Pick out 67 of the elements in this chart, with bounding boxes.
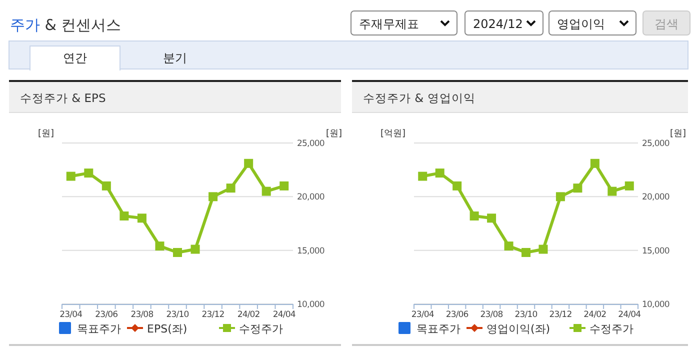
y2-tick-label: 15,000 [642, 246, 670, 256]
y2-tick-label: 20,000 [297, 192, 324, 203]
x-tick-label: 23/10 [166, 310, 189, 320]
point [556, 192, 565, 202]
legend-label: EPS(좌) [147, 322, 188, 336]
x-tick-label: 23/10 [514, 310, 538, 320]
point [573, 184, 582, 193]
chart-title: 수정주가 & EPS [20, 91, 106, 105]
y-axis-title: [원] [38, 129, 54, 139]
text: 분기 [163, 51, 187, 65]
point [624, 181, 634, 190]
x-tick-label: 24/02 [584, 310, 606, 320]
text: 2024/12 [473, 17, 523, 31]
x-tick-label: 24/04 [618, 310, 641, 320]
point [280, 181, 289, 190]
point [487, 214, 496, 223]
point [608, 186, 617, 196]
y2-tick-label: 10,000 [642, 300, 670, 310]
legend-label: 수정주가 [239, 322, 283, 336]
text: 검색 [654, 17, 678, 31]
point [120, 211, 129, 220]
legend-label: 영업이익(좌) [486, 322, 550, 336]
chart-title: 수정주가 & 영업이익 [363, 91, 476, 105]
point [470, 211, 479, 220]
x-tick-label: 23/12 [202, 310, 224, 320]
point [435, 168, 444, 178]
legend-label: 목표주가 [416, 322, 460, 336]
x-tick-label: 23/04 [60, 310, 82, 320]
point [262, 186, 271, 196]
y-axis-title: [억원] [380, 129, 406, 139]
point [522, 248, 530, 257]
x-tick-label: 23/04 [411, 310, 434, 320]
y2-tick-label: 15,000 [297, 246, 324, 256]
point [190, 244, 200, 254]
text: 주가 & 컨센서스 [10, 16, 122, 34]
point [504, 242, 514, 251]
point [538, 244, 548, 254]
text: 영업이익 [557, 17, 605, 31]
y2-tick-label: 20,000 [642, 192, 670, 203]
x-tick-label: 23/06 [95, 310, 118, 320]
point [102, 181, 111, 190]
point [208, 192, 218, 202]
point [590, 158, 600, 168]
point [418, 172, 428, 181]
x-tick-label: 24/04 [272, 310, 296, 320]
x-tick-label: 23/12 [549, 310, 572, 320]
y2-axis-title: [원] [670, 129, 686, 139]
text: 주재무제표 [359, 17, 419, 31]
y2-tick-label: 25,000 [642, 139, 670, 149]
point [155, 242, 164, 251]
legend-label: 목표주가 [77, 322, 121, 336]
y2-tick-label: 25,000 [297, 139, 324, 149]
x-tick-label: 23/06 [446, 310, 468, 320]
legend-label: 수정주가 [590, 322, 634, 336]
point [173, 248, 182, 257]
text: 연간 [63, 51, 87, 65]
point [137, 214, 146, 223]
y2-tick-label: 10,000 [297, 300, 324, 310]
x-tick-label: 23/08 [130, 310, 154, 320]
x-tick-label: 23/08 [480, 310, 503, 320]
point [244, 158, 254, 168]
point [66, 172, 76, 181]
point [84, 168, 94, 178]
x-tick-label: 24/02 [237, 310, 260, 320]
point [226, 184, 236, 193]
y2-axis-title: [원] [326, 129, 342, 139]
point [452, 181, 462, 190]
